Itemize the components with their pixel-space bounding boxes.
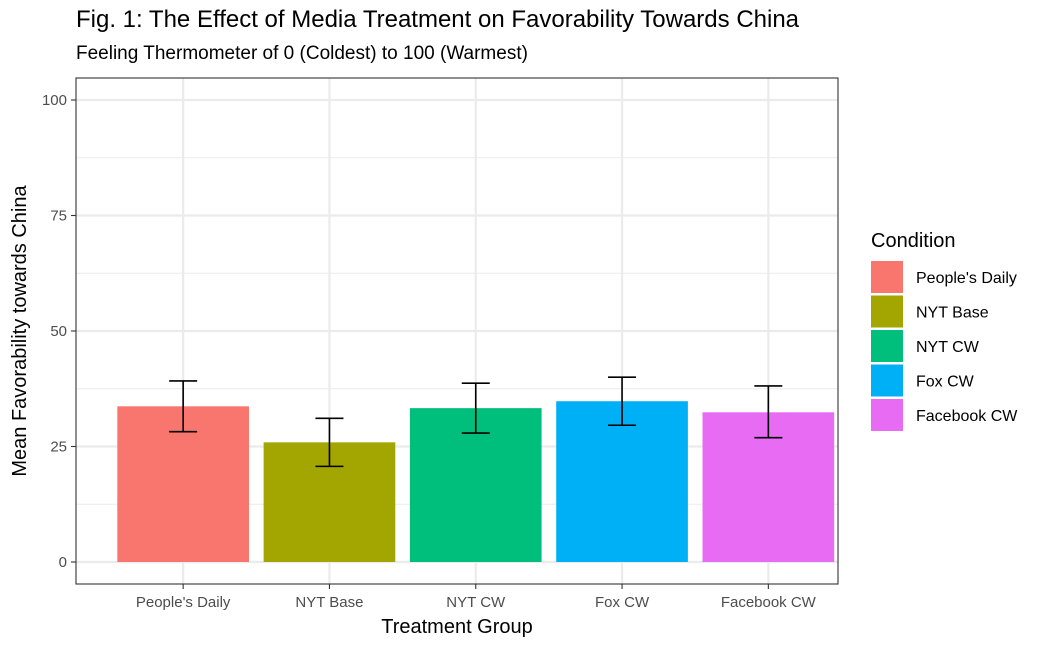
y-tick-label: 50 [50,323,67,340]
x-tick-label: NYT CW [446,594,506,611]
legend: Condition People's Daily NYT Base NYT CW Fo… [871,230,1018,431]
legend-label: Facebook CW [916,408,1018,425]
y-tick-label: 75 [50,208,67,225]
y-axis-title: Mean Favorability towards China [9,185,31,477]
x-tick-label: Facebook CW [721,594,817,611]
x-axis: People's Daily NYT Base NYT CW Fox CW Facebo… [136,584,817,611]
y-tick-label: 25 [50,439,67,456]
legend-swatch [871,330,903,362]
x-tick-label: People's Daily [136,594,231,611]
bar [556,401,688,562]
y-axis: 0 25 50 75 100 [42,92,76,571]
chart-subtitle: Feeling Thermometer of 0 (Coldest) to 10… [76,43,528,64]
legend-swatch [871,364,903,397]
error-bars [169,376,783,468]
legend-swatch [871,261,903,293]
x-tick-label: Fox CW [595,594,650,611]
legend-label: People's Daily [916,270,1017,287]
x-axis-title: Treatment Group [381,616,533,638]
y-tick-label: 0 [59,554,67,571]
x-tick-label: NYT Base [295,594,363,611]
chart-title: Fig. 1: The Effect of Media Treatment on… [76,6,800,33]
legend-label: Fox CW [916,374,975,391]
legend-title: Condition [871,230,956,252]
legend-swatch [871,295,903,328]
y-tick-label: 100 [42,92,67,109]
legend-swatch [871,399,903,431]
legend-label: NYT Base [916,305,989,322]
legend-label: NYT CW [916,339,980,356]
